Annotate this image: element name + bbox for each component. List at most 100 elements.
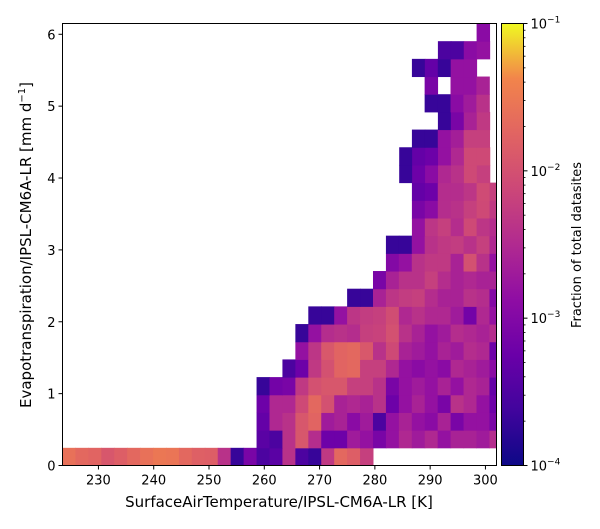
heatmap-cell — [424, 341, 439, 360]
heatmap-cell — [437, 200, 452, 219]
heatmap-cell — [334, 359, 348, 378]
heatmap-cell — [424, 253, 439, 272]
heatmap-cell — [114, 447, 128, 466]
heatmap-cell — [321, 324, 335, 343]
heatmap-cell — [295, 341, 309, 360]
heatmap-cell — [476, 306, 490, 325]
heatmap-cell — [334, 447, 348, 466]
heatmap-cell — [385, 377, 400, 396]
heatmap-cell — [450, 324, 465, 343]
heatmap-cell — [411, 58, 426, 78]
heatmap-cell — [295, 430, 309, 449]
heatmap-cell — [476, 253, 490, 272]
x-tick-label: 230 — [86, 474, 111, 489]
x-axis: 230 240 250 260 270 280 290 300 — [86, 465, 498, 489]
heatmap-cell — [385, 306, 400, 325]
heatmap-cell — [463, 324, 477, 343]
heatmap-cell — [360, 447, 374, 466]
heatmap-cell — [437, 41, 452, 60]
heatmap-cell — [334, 377, 348, 396]
heatmap-cell — [360, 359, 374, 378]
heatmap-cell — [140, 447, 154, 466]
heatmap-cell — [347, 288, 361, 307]
y-tick-label: 5 — [47, 100, 55, 115]
heatmap-cell — [282, 447, 296, 466]
heatmap-cell — [269, 377, 283, 396]
x-tick-label: 240 — [141, 474, 166, 489]
heatmap-cell — [463, 94, 477, 113]
heatmap-cell — [489, 253, 497, 272]
y-tick-label: 4 — [47, 172, 55, 187]
heatmap-cell — [437, 359, 452, 378]
heatmap-cell — [411, 235, 426, 254]
heatmap-cell — [398, 271, 413, 290]
heatmap-cell — [256, 447, 270, 466]
heatmap-cell — [437, 377, 452, 396]
heatmap-cell — [269, 447, 283, 466]
heatmap-cell — [463, 412, 477, 431]
heatmap-cell — [424, 200, 439, 219]
heatmap-cell — [424, 235, 439, 254]
heatmap-cell — [321, 447, 335, 466]
heatmap-cell — [450, 182, 465, 201]
heatmap-cell — [424, 430, 439, 449]
heatmap-cell — [334, 324, 348, 343]
heatmap-cell — [463, 306, 477, 325]
heatmap-cell — [476, 94, 490, 113]
heatmap-cell — [334, 394, 348, 413]
heatmap-cell — [463, 288, 477, 307]
heatmap-cell — [321, 359, 335, 378]
y-axis: 0 1 2 3 4 5 6 — [47, 28, 63, 475]
heatmap-cell — [372, 377, 387, 396]
heatmap-cell — [489, 200, 497, 219]
heatmap-cell — [360, 288, 374, 307]
heatmap-cell — [256, 430, 270, 449]
heatmap-cell — [437, 341, 452, 360]
heatmap-cell — [425, 164, 439, 184]
heatmap-cell — [450, 394, 465, 413]
heatmap-cell — [463, 217, 478, 237]
heatmap-cell — [372, 306, 387, 325]
heatmap-cell — [450, 271, 465, 290]
heatmap-cell — [438, 164, 452, 184]
heatmap-cell — [385, 394, 400, 413]
heatmap-cell — [321, 430, 335, 449]
heatmap-cell — [412, 147, 426, 166]
heatmap-cell — [411, 253, 426, 272]
heatmap-cell — [476, 394, 490, 413]
heatmap-cell — [489, 182, 497, 201]
heatmap-cell — [437, 430, 452, 449]
heatmap-cell — [256, 412, 270, 431]
heatmap-cell — [385, 430, 400, 449]
y-axis-label-main: Evapotranspiration/IPSL-CM6A-LR [mm d — [17, 103, 35, 408]
colorbar-tick-label: 10−2 — [531, 163, 561, 180]
heatmap-cell — [127, 447, 141, 466]
heatmap-cell — [476, 324, 490, 343]
heatmap-cell — [463, 377, 477, 396]
heatmap-cell — [463, 129, 478, 148]
heatmap-cell — [424, 271, 439, 290]
heatmap-cell — [489, 271, 497, 290]
heatmap-cell — [334, 306, 348, 325]
heatmap-cell — [308, 377, 322, 396]
heatmap-cell — [463, 253, 477, 272]
heatmap-cell — [334, 430, 348, 449]
heatmap-cell — [308, 359, 322, 378]
heatmap-cell — [321, 394, 335, 413]
heatmap-cell — [347, 447, 361, 466]
heatmap-cell — [411, 217, 426, 237]
heatmap-cell — [204, 447, 219, 466]
heatmap-cell — [75, 447, 89, 466]
heatmap-cell — [463, 359, 477, 378]
heatmap-cell — [372, 412, 387, 431]
heatmap-cell — [217, 447, 232, 466]
colorbar-tick-label: 10−1 — [531, 16, 561, 33]
heatmap-cell — [489, 288, 497, 307]
heatmap-cell — [450, 129, 465, 148]
heatmap-cell — [321, 306, 335, 325]
heatmap-cell — [476, 200, 491, 219]
colorbar-label: Fraction of total datasites — [570, 162, 585, 328]
heatmap-cell — [438, 147, 452, 166]
heatmap-cell — [398, 253, 413, 272]
heatmap-cell — [489, 235, 497, 254]
